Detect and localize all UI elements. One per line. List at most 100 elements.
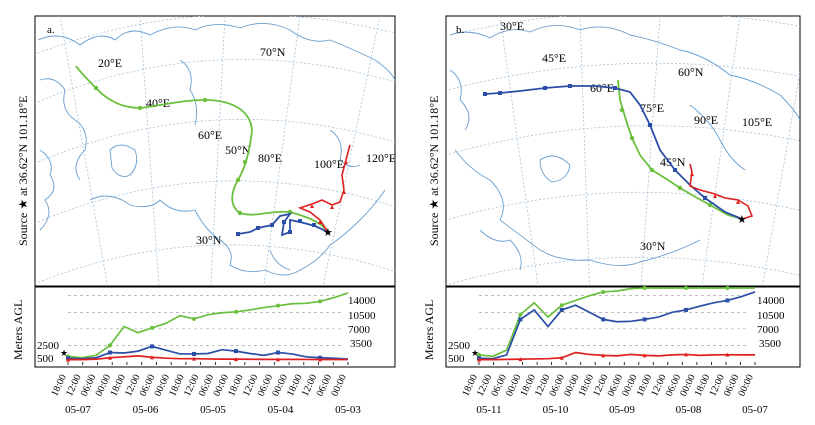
panel-b-lon-105e: 105°E [742,115,772,129]
panel-a-red-marker [310,204,314,208]
panel-b-height-frame [445,286,801,368]
panel-a-lon-60e: 60°E [198,128,222,142]
panel-a-green-height-line [67,292,349,359]
panel-a-blue-marker [298,219,302,223]
panel-b-lon-30e: 30°E [500,19,524,33]
panel-b-blue-height-line [478,291,756,360]
panel-b-red-markers [690,172,740,204]
panel-b-lon-60e: 60°E [590,81,614,95]
panel-b-right-ticks: 14000 10500 7000 3500 [757,295,785,350]
panel-b-date-tick: 05-10 [543,404,569,416]
panel-a-red-marker [330,205,334,209]
panel-b-red-height-marker [559,355,564,360]
panel-a-blue-markers [236,219,316,236]
panel-a-lon-40e: 40°E [146,96,170,110]
panel-a-green-height-marker [192,316,196,321]
panel-a-height-plot: ★ 14000 10500 7000 3500 2500 500 18:0012… [34,286,396,416]
panel-a-blue-marker [282,220,286,224]
panel-a-blue-marker [288,230,292,234]
panel-b-blue-marker [483,92,487,96]
panel-b-lon-75e: 75°E [640,101,664,115]
panel-b-lat-30n: 30°N [640,239,666,253]
panel-b-green-height-marker [725,286,730,290]
panel-a-green-marker [235,177,241,183]
panel-b-tick-14000: 14000 [757,295,785,307]
panel-a-red-height-marker [234,357,238,362]
panel-a-red-height-marker [276,357,280,362]
panel-a-green-height-marker [276,303,280,308]
panel-b-green-height-marker [601,289,606,294]
panel-a-map: a. 20°E 40°E 60°E 70°N 50°N 80°E 100°E 1… [34,15,396,287]
panel-b-green-height-marker [559,303,564,308]
panel-a-date-tick: 05-06 [133,404,159,416]
panel-a-height-source-star-icon: ★ [60,348,68,358]
panel-b-red-marker [736,200,740,204]
panel-a-red-marker [344,160,348,164]
panel-b-graticule [446,16,800,286]
panel-a-blue-marker [312,223,316,227]
panel-b-date-tick: 05-08 [676,404,702,416]
panel-a-graticule [35,16,395,286]
panel-a-lat-70n: 70°N [260,45,286,59]
panel-b-date-tick: 05-07 [742,404,768,416]
panel-a-green-marker [237,210,243,216]
panel-b-lat-60n: 60°N [678,65,704,79]
panel-a-red-height-marker [108,355,112,360]
panel-a-green-trajectory [75,65,329,233]
panel-a-green-marker [137,105,143,111]
panel-b-left-tick-2500: 2500 [448,340,471,352]
panel-a-red-trajectory [297,144,351,233]
panel-a-y-axis-label: Meters AGL [11,300,25,360]
panel-b-label: b. [456,24,465,36]
panel-b-red-height-marker [642,353,647,358]
panel-a-tick-3500: 3500 [350,338,373,350]
panel-b-green-marker [619,107,625,113]
panel-b-blue-marker [498,91,502,95]
panel-a-lat-50n: 50°N [225,143,251,157]
panel-b-green-height-marker [518,312,523,317]
panel-b-red-height-line [479,351,755,361]
panel-b-lon-45e: 45°E [542,51,566,65]
panel-b-green-marker [707,202,713,208]
panel-b-height-source-star-icon: ★ [471,348,479,358]
panel-b-green-marker [677,185,683,191]
panel-a-green-marker [242,159,248,165]
panel-a-source-star-icon: ★ [323,227,333,239]
panel-a-green-marker [93,85,99,91]
panel-a-blue-marker [256,226,260,230]
panel-b-blue-markers [483,84,707,200]
panel-b-blue-height-marker [725,298,730,303]
panel-b-red-height-marker [725,352,730,357]
panel-b-height-series: ★ [471,286,756,362]
panel-a-tick-10500: 10500 [348,310,376,322]
panel-a-blue-height-marker [276,350,280,355]
panel-b-blue-marker [648,123,652,127]
panel-b-date-tick: 05-11 [476,404,501,416]
panel-a-blue-marker [270,223,274,227]
panel-b-lon-90e: 90°E [694,113,718,127]
panel-b-left-tick-500: 500 [448,353,465,365]
panel-a-height-series: ★ [60,292,349,362]
panel-a-label: a. [47,24,55,36]
panel-b-height-plot: ★ 14000 10500 7000 3500 2500 500 18:0012… [445,286,801,416]
panel-a-tick-14000: 14000 [348,295,376,307]
panel-b-blue-trajectory [484,85,743,220]
panel-a-tick-7000: 7000 [348,324,371,336]
panel-a-blue-height-marker [150,344,154,349]
panel-b-coastlines [449,25,800,271]
panel-a-blue-height-line [67,345,349,361]
panel-a-right-ticks: 14000 10500 7000 3500 [348,295,376,350]
panel-a-green-height-marker [150,325,154,330]
panel-b-red-height-marker [684,352,688,357]
panel-a-red-marker [318,220,322,224]
panel-b-blue-marker [568,84,572,88]
panel-a-lon-100e: 100°E [314,157,344,171]
panel-a-left-tick-2500: 2500 [37,340,60,352]
panel-b-blue-marker [703,196,707,200]
panel-a-left-tick-500: 500 [37,353,54,365]
panel-a-red-marker [342,190,346,194]
panel-b-green-height-line [478,287,755,358]
panel-a-height-frame [34,286,396,368]
panel-b-blue-height-marker [684,307,688,312]
panel-a-green-height-marker [318,299,322,304]
